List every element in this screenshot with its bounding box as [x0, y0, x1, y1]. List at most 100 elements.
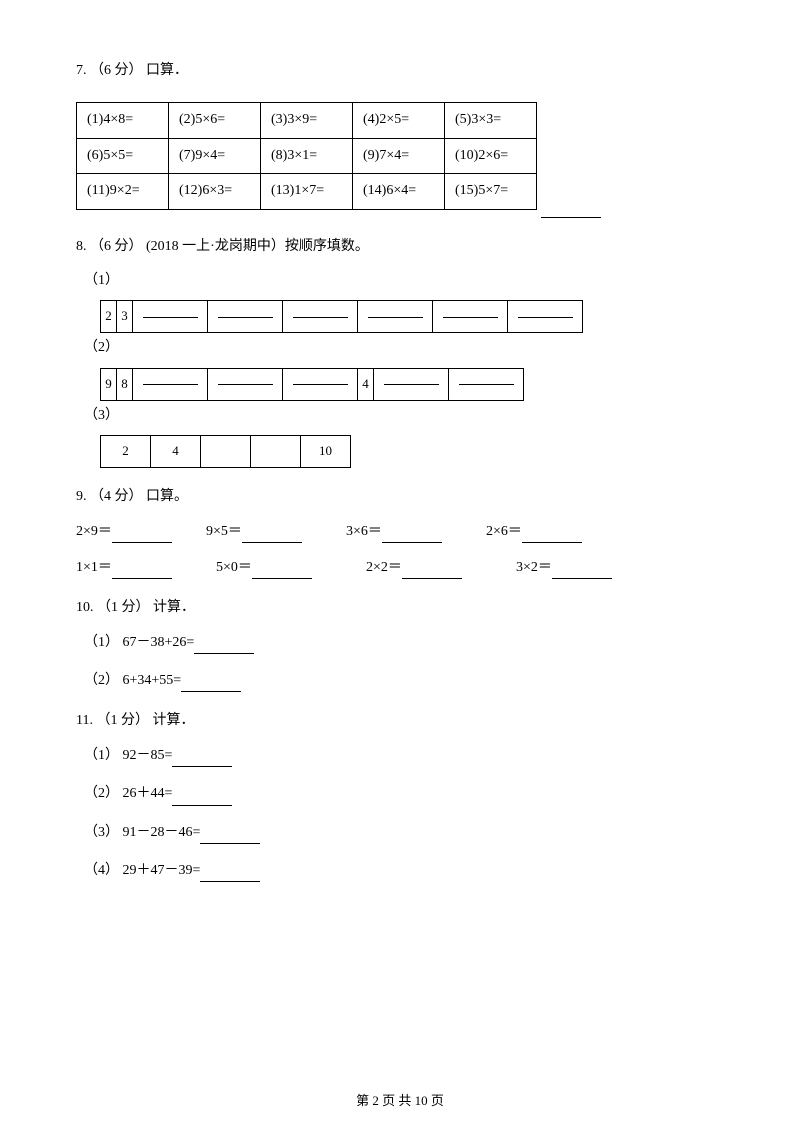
blank-field[interactable]: [293, 384, 348, 385]
q7-cell: (6)5×5=: [77, 138, 169, 173]
seq-cell: [433, 301, 508, 333]
calc-expr: （2） 6+34+55=: [84, 673, 181, 688]
q8-seq3: 2410: [100, 435, 351, 468]
calc-row: 1×1＝ 5×0＝ 2×2＝ 3×2＝: [76, 557, 724, 579]
page-footer: 第 2 页 共 10 页: [0, 1091, 800, 1112]
answer-blank[interactable]: [172, 792, 232, 806]
blank-field[interactable]: [218, 384, 273, 385]
calc-item: 3×6＝: [346, 521, 486, 543]
q7-cell: (12)6×3=: [169, 174, 261, 209]
blank-field[interactable]: [459, 384, 514, 385]
answer-blank[interactable]: [181, 678, 241, 692]
calc-expr: （3） 91－28－46=: [84, 825, 200, 840]
q8-sub1-label: （1）: [76, 270, 724, 292]
q7-cell: (7)9×4=: [169, 138, 261, 173]
answer-blank[interactable]: [522, 529, 582, 543]
calc-item: 1×1＝: [76, 557, 216, 579]
seq-cell: [283, 301, 358, 333]
answer-blank[interactable]: [402, 565, 462, 579]
q7-table: (1)4×8=(2)5×6=(3)3×9=(4)2×5=(5)3×3= (6)5×…: [76, 102, 537, 209]
calc-row: 2×9＝ 9×5＝ 3×6＝ 2×6＝: [76, 521, 724, 543]
question-8: 8. （6 分） (2018 一上·龙岗期中）按顺序填数。 （1） 23 （2）…: [76, 236, 724, 469]
calc-item: （2） 26＋44=: [76, 783, 724, 805]
calc-expr: 3×2＝: [516, 560, 552, 575]
q7-cell: (13)1×7=: [261, 174, 353, 209]
seq-cell: 4: [358, 368, 374, 400]
q7-cell: (4)2×5=: [353, 103, 445, 138]
calc-expr: 3×6＝: [346, 524, 382, 539]
answer-blank[interactable]: [552, 565, 612, 579]
q9-header: 9. （4 分） 口算。: [76, 486, 724, 508]
calc-expr: （4） 29＋47－39=: [84, 863, 200, 878]
calc-item: （1） 92－85=: [76, 745, 724, 767]
q7-cell: (10)2×6=: [445, 138, 537, 173]
q7-trailing-blank: [541, 217, 601, 218]
blank-field[interactable]: [518, 317, 573, 318]
answer-blank[interactable]: [200, 868, 260, 882]
calc-item: 2×6＝: [486, 521, 582, 543]
q7-cell: (3)3×9=: [261, 103, 353, 138]
q7-cell: (14)6×4=: [353, 174, 445, 209]
answer-blank[interactable]: [200, 830, 260, 844]
calc-expr: 1×1＝: [76, 560, 112, 575]
q8-header: 8. （6 分） (2018 一上·龙岗期中）按顺序填数。: [76, 236, 724, 258]
answer-blank[interactable]: [172, 753, 232, 767]
seq-cell: [133, 301, 208, 333]
seq-cell: [133, 368, 208, 400]
seq-cell: 2: [101, 436, 151, 468]
calc-expr: （2） 26＋44=: [84, 786, 172, 801]
calc-expr: 9×5＝: [206, 524, 242, 539]
question-9: 9. （4 分） 口算。 2×9＝ 9×5＝ 3×6＝ 2×6＝ 1×1＝ 5×0＝ 2×2…: [76, 486, 724, 579]
seq-cell: 2: [101, 301, 117, 333]
q8-sub2-label: （2）: [76, 337, 724, 359]
question-11: 11. （1 分） 计算． （1） 92－85=（2） 26＋44=（3） 91…: [76, 710, 724, 882]
question-10: 10. （1 分） 计算． （1） 67－38+26= （2） 6+34+55=: [76, 597, 724, 692]
q7-cell: (2)5×6=: [169, 103, 261, 138]
answer-blank[interactable]: [194, 640, 254, 654]
q7-table-wrap: (1)4×8=(2)5×6=(3)3×9=(4)2×5=(5)3×3= (6)5×…: [76, 94, 724, 217]
answer-blank[interactable]: [112, 565, 172, 579]
calc-expr: 2×2＝: [366, 560, 402, 575]
q10-header: 10. （1 分） 计算．: [76, 597, 724, 619]
seq-cell: 10: [301, 436, 351, 468]
seq-cell: [208, 301, 283, 333]
calc-expr: 2×9＝: [76, 524, 112, 539]
blank-field[interactable]: [143, 317, 198, 318]
answer-blank[interactable]: [112, 529, 172, 543]
seq-cell: [508, 301, 583, 333]
calc-expr: 5×0＝: [216, 560, 252, 575]
q8-seq2: 984: [100, 368, 524, 401]
q7-cell: (1)4×8=: [77, 103, 169, 138]
answer-blank[interactable]: [242, 529, 302, 543]
calc-item: （3） 91－28－46=: [76, 822, 724, 844]
calc-item: 2×9＝: [76, 521, 206, 543]
q7-cell: (9)7×4=: [353, 138, 445, 173]
calc-expr: （1） 67－38+26=: [84, 635, 194, 650]
blank-field[interactable]: [218, 317, 273, 318]
q7-cell: (15)5×7=: [445, 174, 537, 209]
q7-cell: (11)9×2=: [77, 174, 169, 209]
blank-field[interactable]: [293, 317, 348, 318]
seq-cell: [251, 436, 301, 468]
seq-cell: [374, 368, 449, 400]
answer-blank[interactable]: [252, 565, 312, 579]
seq-cell: [358, 301, 433, 333]
calc-item: 2×2＝: [366, 557, 516, 579]
calc-item: 3×2＝: [516, 557, 612, 579]
seq-cell: 9: [101, 368, 117, 400]
blank-field[interactable]: [368, 317, 423, 318]
q7-cell: (5)3×3=: [445, 103, 537, 138]
seq-cell: 3: [117, 301, 133, 333]
seq-cell: [208, 368, 283, 400]
calc-item: 5×0＝: [216, 557, 366, 579]
blank-field[interactable]: [443, 317, 498, 318]
question-7: 7. （6 分） 口算． (1)4×8=(2)5×6=(3)3×9=(4)2×5…: [76, 60, 724, 218]
calc-expr: （1） 92－85=: [84, 748, 172, 763]
blank-field[interactable]: [384, 384, 439, 385]
calc-expr: 2×6＝: [486, 524, 522, 539]
answer-blank[interactable]: [382, 529, 442, 543]
calc-item: （4） 29＋47－39=: [76, 860, 724, 882]
seq-cell: [283, 368, 358, 400]
blank-field[interactable]: [143, 384, 198, 385]
seq-cell: [449, 368, 524, 400]
